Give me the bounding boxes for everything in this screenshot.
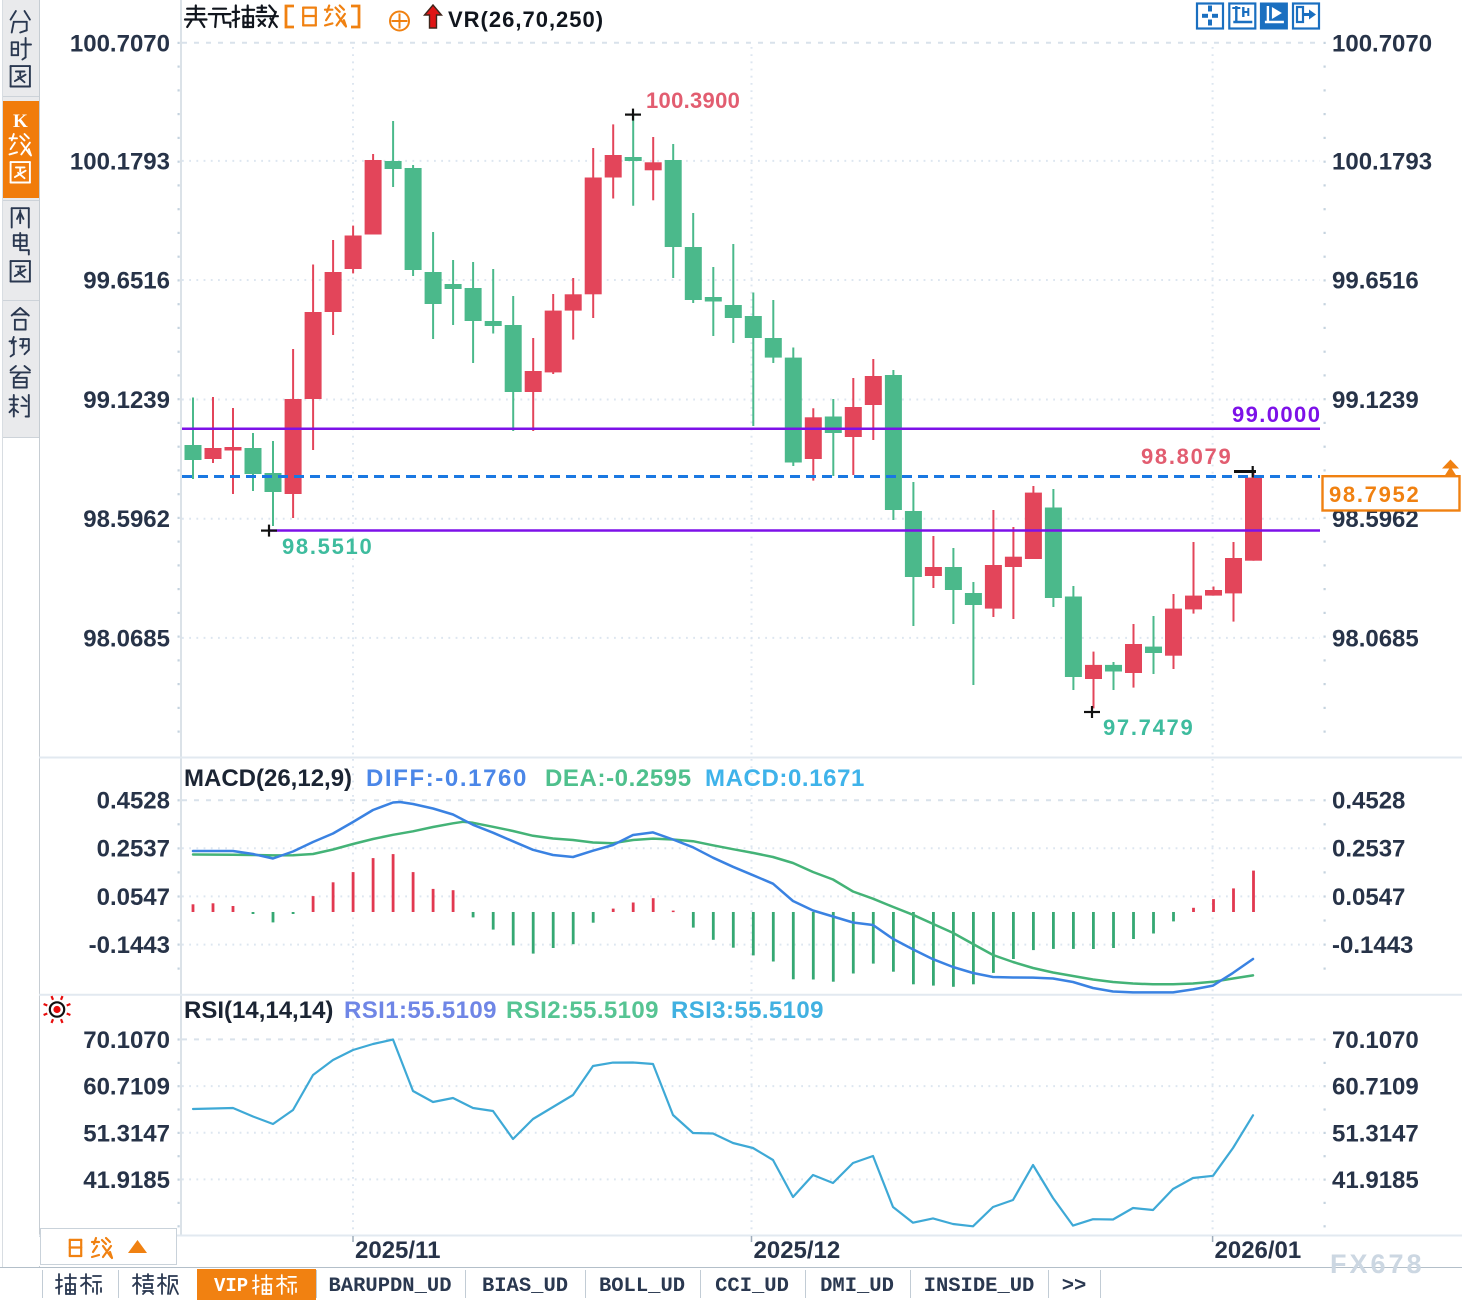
- svg-text:100.3900: 100.3900: [646, 88, 740, 113]
- svg-text:CCI_UD: CCI_UD: [715, 1275, 789, 1298]
- svg-text:BOLL_UD: BOLL_UD: [599, 1275, 685, 1298]
- svg-text:100.1793: 100.1793: [70, 148, 170, 175]
- svg-text:DIFF:-0.1760: DIFF:-0.1760: [366, 765, 528, 792]
- svg-text:41.9185: 41.9185: [1332, 1167, 1419, 1194]
- svg-text:-0.1443: -0.1443: [1332, 932, 1413, 959]
- svg-text:BIAS_UD: BIAS_UD: [482, 1275, 568, 1298]
- svg-text:70.1070: 70.1070: [83, 1027, 170, 1054]
- svg-text:100.7070: 100.7070: [70, 30, 170, 57]
- svg-text:DMI_UD: DMI_UD: [820, 1275, 894, 1298]
- svg-text:MACD:0.1671: MACD:0.1671: [705, 765, 865, 792]
- svg-text:51.3147: 51.3147: [1332, 1120, 1419, 1147]
- svg-text:60.7109: 60.7109: [83, 1074, 170, 1101]
- svg-text:97.7479: 97.7479: [1103, 715, 1194, 740]
- svg-text:-0.1443: -0.1443: [89, 932, 170, 959]
- svg-text:51.3147: 51.3147: [83, 1120, 170, 1147]
- svg-text:99.6516: 99.6516: [83, 268, 170, 295]
- svg-text:98.5962: 98.5962: [83, 506, 170, 533]
- svg-text:98.8079: 98.8079: [1141, 444, 1232, 469]
- svg-text:RSI(14,14,14): RSI(14,14,14): [184, 997, 333, 1024]
- svg-text:0.2537: 0.2537: [1332, 836, 1405, 863]
- svg-text:RSI1:55.5109: RSI1:55.5109: [344, 997, 497, 1024]
- svg-text:2025/12: 2025/12: [754, 1237, 841, 1264]
- svg-text:RSI2:55.5109: RSI2:55.5109: [506, 997, 659, 1024]
- svg-text:98.7952: 98.7952: [1329, 482, 1420, 507]
- svg-text:0.4528: 0.4528: [1332, 788, 1405, 815]
- svg-text:2025/11: 2025/11: [355, 1237, 440, 1264]
- svg-text:99.6516: 99.6516: [1332, 268, 1419, 295]
- svg-text:100.7070: 100.7070: [1332, 30, 1432, 57]
- svg-text:MACD(26,12,9): MACD(26,12,9): [184, 765, 352, 792]
- svg-text:0.2537: 0.2537: [97, 836, 170, 863]
- svg-text:41.9185: 41.9185: [83, 1167, 170, 1194]
- svg-text:0.4528: 0.4528: [97, 788, 170, 815]
- svg-text:98.0685: 98.0685: [83, 625, 170, 652]
- svg-text:99.1239: 99.1239: [83, 387, 170, 414]
- svg-text:BARUPDN_UD: BARUPDN_UD: [328, 1275, 451, 1298]
- svg-text:70.1070: 70.1070: [1332, 1027, 1419, 1054]
- svg-text:0.0547: 0.0547: [1332, 884, 1405, 911]
- svg-text:>>: >>: [1062, 1275, 1087, 1298]
- svg-text:VR(26,70,250): VR(26,70,250): [448, 7, 604, 32]
- svg-text:60.7109: 60.7109: [1332, 1074, 1419, 1101]
- svg-text:DEA:-0.2595: DEA:-0.2595: [545, 765, 692, 792]
- svg-text:99.1239: 99.1239: [1332, 387, 1419, 414]
- svg-text:INSIDE_UD: INSIDE_UD: [924, 1275, 1035, 1298]
- svg-text:RSI3:55.5109: RSI3:55.5109: [671, 997, 824, 1024]
- svg-text:2026/01: 2026/01: [1215, 1237, 1302, 1264]
- svg-text:98.0685: 98.0685: [1332, 625, 1419, 652]
- svg-text:100.1793: 100.1793: [1332, 148, 1432, 175]
- svg-text:99.0000: 99.0000: [1232, 402, 1321, 427]
- svg-text:VIP: VIP: [214, 1275, 248, 1297]
- svg-text:K: K: [13, 111, 28, 132]
- svg-text:98.5510: 98.5510: [282, 534, 373, 559]
- svg-text:0.0547: 0.0547: [97, 884, 170, 911]
